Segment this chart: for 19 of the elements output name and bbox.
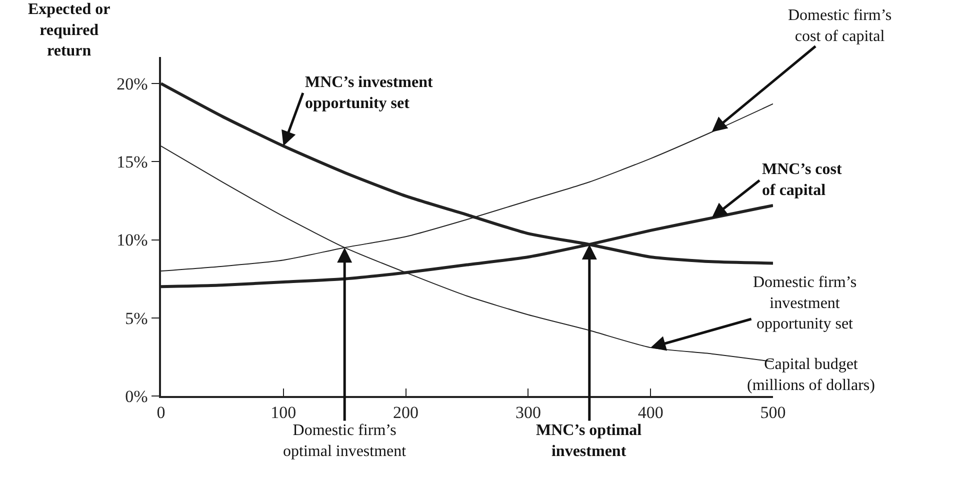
y-tick-label: 0% — [125, 386, 148, 406]
annotation: Domestic firm’s cost of capital — [788, 7, 892, 45]
x-tick-label: 500 — [760, 403, 786, 422]
annotation: Domestic firm’s investment opportunity set — [753, 274, 857, 333]
y-tick-label: 5% — [125, 308, 148, 328]
x-tick-label: 0 — [156, 403, 166, 422]
y-axis-title: Expected or required return — [28, 1, 110, 60]
annotation: MNC’s cost of capital — [762, 161, 842, 199]
x-tick-label: 300 — [515, 403, 541, 422]
x-tick-label: 200 — [393, 403, 419, 422]
x-tick-label: 400 — [638, 403, 664, 422]
y-tick-label: 20% — [116, 74, 148, 94]
annotation: MNC’s optimal investment — [536, 422, 642, 460]
annotation: MNC’s investment opportunity set — [305, 74, 434, 112]
annotation: Domestic firm’s optimal investment — [283, 422, 407, 460]
x-tick-label: 100 — [270, 403, 296, 422]
y-tick-label: 10% — [116, 230, 148, 250]
y-tick-label: 15% — [116, 152, 148, 172]
x-axis-title: Capital budget (millions of dollars) — [747, 356, 875, 394]
